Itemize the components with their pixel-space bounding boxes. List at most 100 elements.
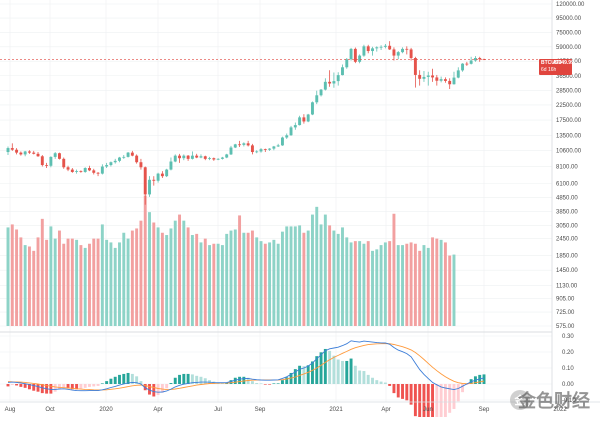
- volume-bar: [443, 242, 447, 326]
- volume-bar: [336, 233, 340, 326]
- macd-histogram-bar: [190, 374, 194, 384]
- volume-bar: [190, 235, 194, 326]
- volume-bar: [401, 245, 404, 326]
- candle-body: [456, 70, 460, 78]
- macd-histogram-bar: [220, 383, 224, 384]
- macd-histogram-bar: [456, 384, 460, 402]
- candle-body: [418, 74, 422, 79]
- macd-histogram-bar: [478, 374, 482, 384]
- candle-body: [143, 167, 147, 195]
- macd-histogram-bar: [130, 373, 134, 384]
- macd-axis[interactable]: 0.30 0.20 0.10 0.00 -0.10: [562, 334, 576, 404]
- candle-body: [79, 171, 83, 172]
- volume-bar: [233, 229, 237, 326]
- macd-histogram-bar: [173, 377, 177, 384]
- time-tick-label: Sep: [479, 407, 490, 413]
- volume-bar: [19, 237, 23, 326]
- macd-histogram-bar: [100, 383, 104, 384]
- volume-bar: [379, 245, 383, 326]
- candle-body: [473, 57, 477, 61]
- volume-bar: [280, 231, 284, 326]
- macd-histogram-bar: [379, 381, 383, 384]
- candle-body: [435, 77, 439, 81]
- macd-histogram-bar: [435, 384, 439, 422]
- candle-body: [36, 153, 40, 157]
- candle-body: [246, 143, 250, 146]
- volume-bar: [169, 228, 173, 326]
- price-tick-label: 3850.00: [556, 209, 578, 215]
- candle-body: [388, 45, 392, 50]
- time-tick-label: Sep: [255, 407, 266, 413]
- volume-bar: [332, 230, 336, 326]
- macd-histogram-bar: [66, 384, 70, 388]
- macd-histogram-bar: [461, 384, 465, 393]
- candle-body: [126, 152, 130, 157]
- volume-bar: [126, 238, 130, 326]
- candle-body: [113, 160, 117, 163]
- volume-bar: [10, 224, 14, 326]
- macd-histogram-bar: [165, 384, 169, 389]
- macd-histogram-bar: [143, 384, 147, 391]
- volume-bar: [255, 237, 259, 326]
- macd-histogram-bar: [62, 384, 66, 388]
- volume-bar: [383, 242, 387, 326]
- candle-body: [212, 158, 216, 160]
- volume-bar: [143, 195, 147, 326]
- price-axis[interactable]: 120000.0095000.0075000.0059000.0046500.0…: [556, 2, 585, 330]
- candle-body: [401, 48, 404, 53]
- volume-bar: [58, 230, 61, 326]
- volume-bar: [40, 218, 44, 326]
- candle-body: [396, 52, 400, 56]
- candle-body: [169, 161, 173, 170]
- macd-tick-label: 0.10: [562, 366, 574, 372]
- volume-bar: [130, 230, 134, 326]
- macd-histogram-bar: [413, 384, 417, 417]
- volume-bar: [88, 243, 91, 326]
- macd-histogram-bar: [409, 384, 413, 405]
- candle-body: [109, 162, 113, 166]
- candle-body: [289, 127, 293, 136]
- macd-histogram-bar: [332, 355, 336, 384]
- candle-body: [208, 158, 212, 159]
- macd-histogram-bar: [152, 384, 156, 397]
- candle-body: [105, 165, 109, 167]
- macd-histogram-bar: [323, 348, 327, 384]
- price-tick-label: 1450.00: [556, 268, 578, 274]
- watermark-text: 金色财经: [518, 391, 590, 411]
- volume-bar: [139, 220, 143, 326]
- macd-histogram-bar: [431, 384, 434, 422]
- volume-bar: [426, 247, 430, 326]
- time-axis[interactable]: Aug Oct 2020 Apr Jul Sep 2021 Apr Jun Sep 2022: [5, 407, 568, 413]
- candle-body: [40, 156, 44, 166]
- candle-body: [276, 145, 280, 147]
- candle-body: [349, 48, 353, 60]
- candle-body: [413, 57, 417, 75]
- volume-bar: [122, 232, 126, 326]
- macd-histogram-bar: [341, 360, 344, 384]
- candle-body: [186, 155, 190, 159]
- price-tick-label: 1850.00: [556, 254, 578, 260]
- macd-histogram-bar: [276, 383, 280, 384]
- macd-histogram-bar: [203, 378, 207, 384]
- volume-bar: [396, 245, 400, 326]
- volume-bar: [70, 238, 74, 326]
- candle-body: [49, 156, 53, 166]
- candle-body: [461, 63, 465, 71]
- candle-body: [315, 95, 319, 103]
- macd-tick-label: 0.30: [562, 334, 574, 340]
- candle-body: [100, 166, 104, 174]
- price-tick-label: 725.00: [556, 310, 575, 316]
- volume-bar: [160, 232, 164, 326]
- volume-bar: [152, 222, 156, 326]
- candle-body: [203, 156, 207, 159]
- candle-body: [323, 81, 327, 90]
- price-tick-label: 95000.00: [556, 16, 582, 22]
- macd-histogram-bar: [345, 360, 349, 384]
- volume-bar: [422, 245, 426, 326]
- volume-bar: [27, 246, 31, 326]
- candle-body: [452, 77, 456, 85]
- candle-body: [118, 157, 121, 161]
- volume-bar: [36, 237, 40, 326]
